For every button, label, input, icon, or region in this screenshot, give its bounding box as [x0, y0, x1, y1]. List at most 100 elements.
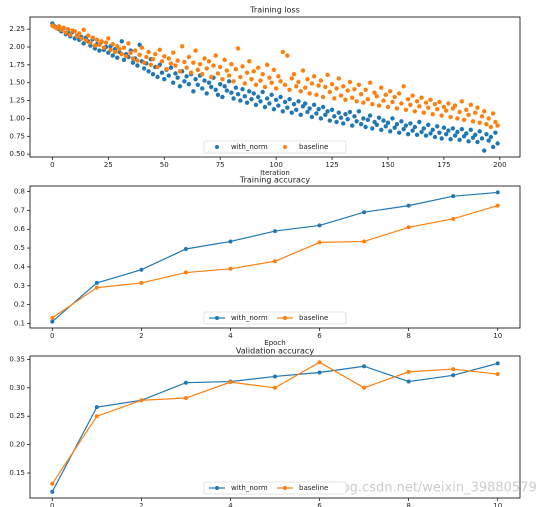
x-tick-label: 8 — [406, 502, 410, 507]
point — [405, 96, 411, 102]
point — [251, 69, 256, 74]
point — [457, 137, 462, 143]
marker — [139, 267, 144, 272]
point — [343, 97, 348, 103]
point — [110, 53, 115, 58]
point — [195, 82, 201, 88]
point — [441, 125, 447, 130]
point — [249, 96, 254, 102]
point — [477, 120, 482, 125]
point — [244, 70, 250, 75]
point — [276, 103, 281, 108]
point — [298, 89, 303, 94]
point — [336, 76, 341, 81]
point — [159, 70, 165, 75]
point — [392, 125, 397, 130]
point — [334, 86, 339, 91]
point — [251, 91, 256, 96]
point — [159, 59, 165, 64]
point — [396, 91, 402, 96]
marker — [183, 270, 188, 275]
point — [117, 46, 122, 52]
point — [488, 134, 494, 140]
point — [256, 65, 261, 70]
point — [182, 79, 187, 84]
point — [209, 74, 214, 80]
point — [323, 112, 328, 118]
point — [226, 73, 232, 78]
point — [437, 99, 442, 105]
point — [280, 49, 286, 55]
point — [405, 131, 411, 137]
marker — [50, 315, 55, 320]
point — [262, 84, 268, 90]
point — [493, 119, 498, 125]
point — [410, 128, 415, 133]
point — [242, 81, 247, 86]
point — [235, 91, 241, 97]
point — [470, 119, 476, 124]
marker — [273, 259, 277, 264]
point — [211, 63, 216, 68]
point — [258, 99, 263, 104]
legend-marker — [283, 486, 287, 490]
point — [419, 129, 424, 135]
marker — [451, 194, 456, 199]
point — [484, 121, 489, 127]
y-tick-label: 1.50 — [9, 79, 25, 87]
point — [90, 35, 95, 40]
point — [410, 93, 415, 98]
point — [370, 101, 375, 107]
point — [316, 83, 321, 88]
point — [403, 123, 409, 128]
point — [477, 129, 482, 134]
point — [452, 133, 458, 138]
point — [365, 96, 371, 102]
point — [173, 63, 178, 68]
legend-marker — [215, 316, 219, 320]
legend-label: baseline — [299, 143, 328, 151]
point — [430, 111, 435, 117]
point — [296, 79, 301, 85]
point — [94, 37, 100, 43]
marker — [228, 266, 233, 271]
point — [249, 76, 254, 82]
point — [56, 24, 62, 29]
point — [486, 138, 491, 143]
point — [385, 104, 391, 110]
point — [173, 71, 178, 76]
y-tick-label: 0.3 — [14, 282, 25, 290]
axes-frame — [29, 185, 521, 329]
point — [110, 41, 115, 47]
point — [79, 36, 84, 41]
point — [83, 38, 89, 43]
point — [294, 84, 299, 89]
point — [244, 100, 250, 105]
point — [303, 101, 308, 106]
point — [479, 114, 485, 119]
point — [242, 94, 247, 99]
point — [479, 136, 485, 141]
point — [97, 42, 102, 48]
marker — [183, 380, 188, 385]
point — [191, 60, 196, 65]
point — [482, 148, 487, 153]
chart-title: Training loss — [249, 6, 300, 15]
point — [130, 56, 136, 61]
point — [401, 84, 406, 89]
point — [128, 50, 133, 55]
point — [231, 79, 236, 84]
point — [202, 56, 207, 61]
point — [177, 69, 183, 74]
point — [401, 126, 406, 132]
point — [186, 54, 192, 60]
marker — [495, 190, 500, 195]
subplot: Training accuracy Epoch 0.1 0.2 0.3 0.4 0.5 0.6… — [14, 176, 521, 347]
marker — [495, 361, 500, 366]
point — [184, 74, 189, 79]
point — [320, 104, 326, 110]
legend-marker — [215, 145, 219, 149]
point — [229, 90, 234, 95]
marker — [495, 203, 500, 208]
